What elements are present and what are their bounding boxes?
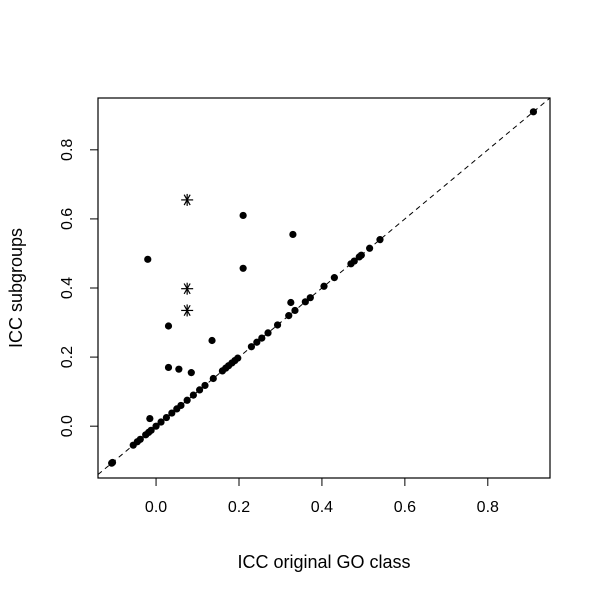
data-point: [201, 381, 209, 390]
data-point: [183, 396, 191, 404]
data-point: [253, 338, 261, 346]
data-point: [320, 282, 328, 290]
data-point: [264, 329, 272, 337]
data-point: [136, 435, 144, 443]
y-tick-label: 0.2: [59, 346, 76, 368]
data-point: [247, 343, 256, 351]
data-point: [258, 334, 266, 342]
data-point: [175, 365, 183, 373]
data-point: [330, 274, 338, 282]
data-point: [146, 414, 154, 423]
data-point: [289, 230, 297, 239]
x-tick-label: 0.8: [477, 499, 499, 516]
y-tick-label: 0.6: [59, 208, 76, 230]
data-point-asterisk: [181, 193, 194, 206]
y-tick-label: 0.0: [59, 415, 76, 437]
x-axis-label: ICC original GO class: [237, 552, 410, 572]
data-point-asterisk: [181, 304, 194, 317]
data-point: [357, 251, 365, 259]
y-axis: 0.0 0.2 0.4 0.6 0.8: [59, 139, 99, 437]
y-axis-label: ICC subgroups: [6, 228, 26, 348]
data-point: [366, 244, 374, 252]
data-point: [287, 298, 295, 307]
data-point: [239, 264, 247, 272]
data-point: [195, 386, 204, 394]
data-point: [108, 458, 117, 467]
reference-line: [97, 97, 551, 475]
data-point: [301, 298, 309, 306]
data-point: [529, 108, 538, 116]
data-point: [273, 321, 282, 329]
x-tick-label: 0.6: [394, 499, 416, 516]
data-point: [152, 422, 160, 430]
data-point: [291, 306, 299, 315]
x-tick-label: 0.2: [228, 499, 250, 516]
data-point: [164, 322, 173, 330]
data-point: [306, 294, 314, 302]
data-point: [157, 418, 165, 426]
data-point: [376, 236, 384, 244]
x-axis: 0.0 0.2 0.4 0.6 0.8: [145, 477, 499, 516]
data-point: [168, 409, 176, 417]
x-tick-label: 0.0: [145, 499, 167, 516]
data-point: [209, 374, 217, 383]
data-point-asterisk: [181, 282, 194, 295]
data-point: [162, 413, 171, 422]
data-point: [187, 369, 195, 377]
data-point: [239, 211, 247, 220]
data-point: [208, 336, 216, 345]
data-point: [285, 312, 293, 320]
data-point: [189, 391, 197, 399]
data-point: [350, 257, 358, 265]
data-points: [108, 108, 538, 467]
data-point: [164, 363, 173, 372]
y-tick-label: 0.8: [59, 139, 76, 161]
data-point: [234, 354, 242, 362]
data-point: [177, 401, 185, 410]
data-point: [147, 426, 155, 434]
x-tick-label: 0.4: [311, 499, 333, 516]
y-tick-label: 0.4: [59, 277, 76, 299]
data-point: [144, 255, 152, 263]
